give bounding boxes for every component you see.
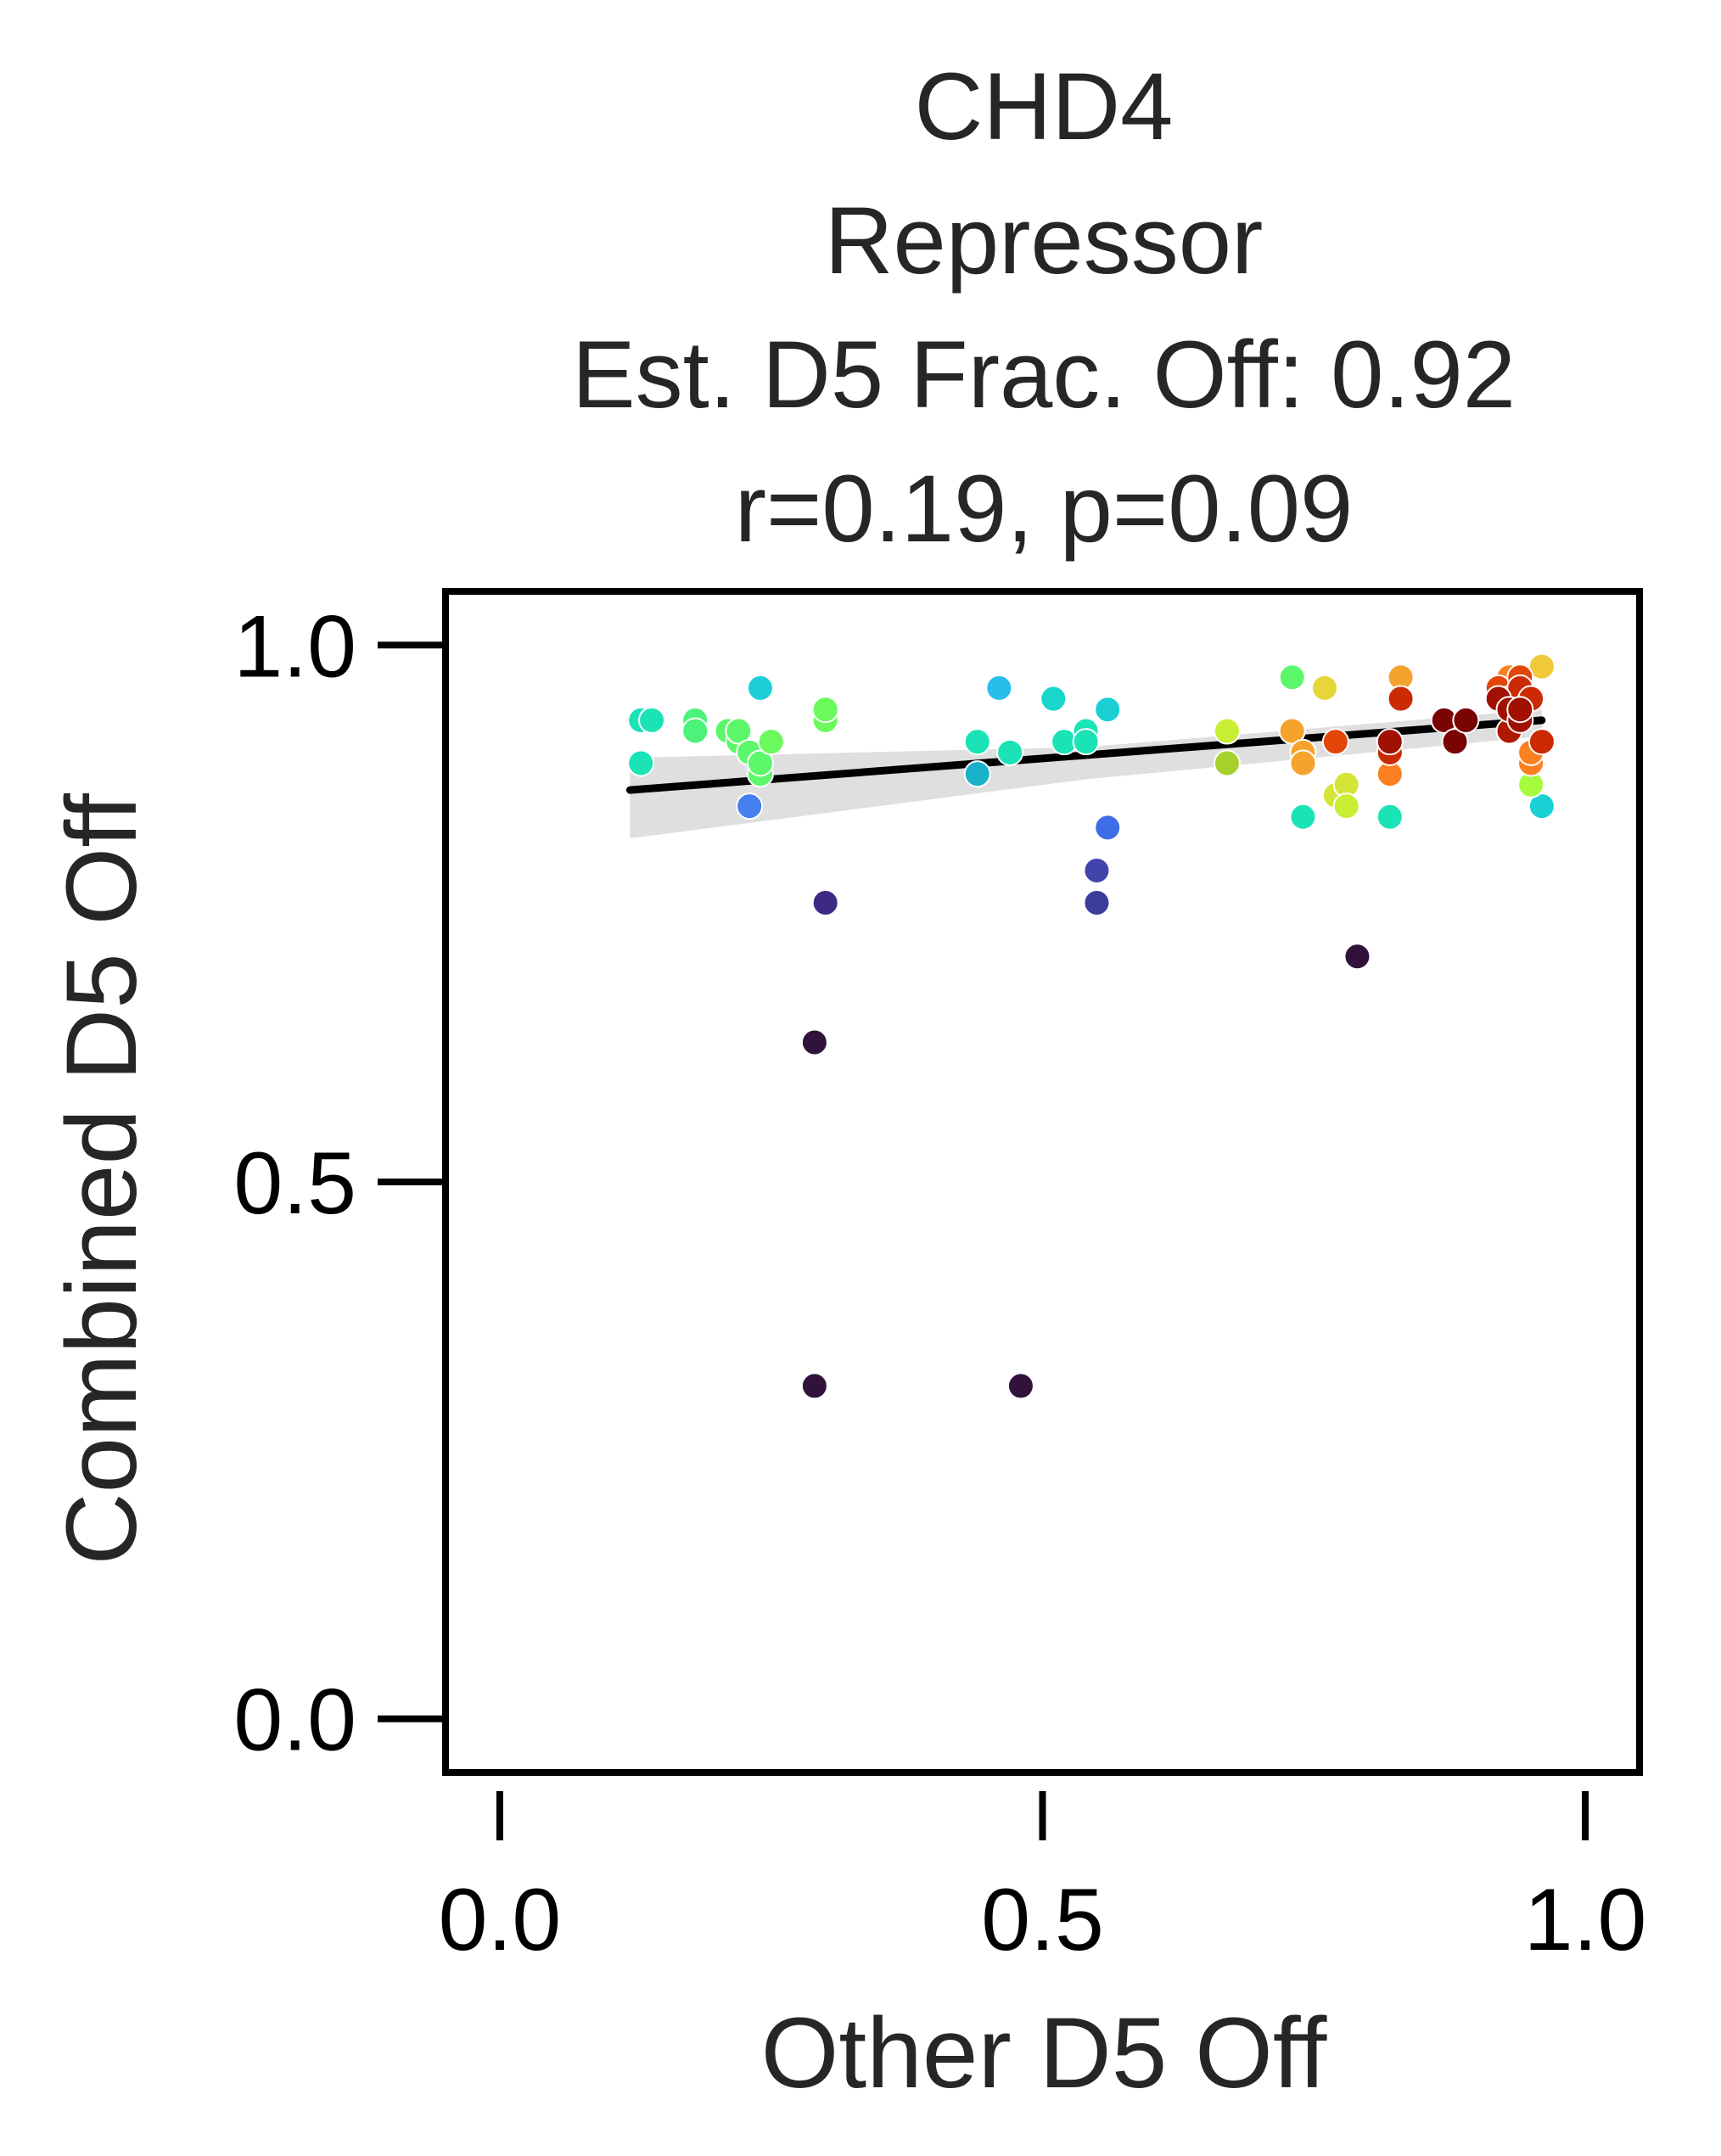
data-point [1072, 728, 1100, 756]
data-point [1452, 706, 1480, 734]
title-line-2: Repressor [825, 188, 1264, 294]
data-point [811, 888, 839, 916]
data-point [811, 696, 839, 724]
data-point [1278, 664, 1306, 692]
data-point [757, 728, 785, 756]
x-tick-label: 1.0 [1524, 1871, 1647, 1969]
plot-frame [442, 588, 1643, 1776]
data-point [800, 1372, 828, 1400]
data-point [1289, 749, 1317, 777]
data-point [1040, 685, 1068, 713]
data-point [725, 717, 753, 745]
data-point [1528, 652, 1556, 680]
y-axis-label: Combined D5 Off [46, 793, 158, 1565]
data-point [1213, 717, 1241, 745]
title-line-1: CHD4 [915, 53, 1174, 160]
data-point [1094, 696, 1122, 724]
title-line-4: r=0.19, p=0.09 [735, 456, 1354, 562]
data-point [1528, 792, 1556, 820]
data-point [985, 674, 1013, 702]
data-point [1528, 728, 1556, 756]
data-point [736, 792, 764, 820]
title-line-3: Est. D5 Frac. Off: 0.92 [572, 322, 1516, 428]
x-tick-label: 0.5 [981, 1871, 1104, 1969]
y-tick-label: 1.0 [233, 597, 356, 696]
confidence-band [630, 709, 1542, 839]
y-tick-label: 0.5 [233, 1134, 356, 1233]
y-tick-label: 0.0 [233, 1672, 356, 1770]
confidence-band-area [630, 709, 1542, 839]
chart-title: CHD4 Repressor Est. D5 Frac. Off: 0.92 r… [572, 53, 1516, 562]
data-points [627, 652, 1556, 1400]
data-point [1343, 943, 1371, 971]
x-axis-label: Other D5 Off [761, 1997, 1327, 2109]
data-point [1376, 803, 1404, 831]
data-point [800, 1028, 828, 1056]
data-point [1213, 749, 1241, 777]
data-point [1289, 803, 1317, 831]
data-point [1376, 728, 1404, 756]
x-tick-label: 0.0 [439, 1871, 562, 1969]
data-point [1387, 685, 1415, 713]
data-point [1278, 717, 1306, 745]
data-point [1506, 696, 1534, 724]
data-point [1083, 857, 1111, 885]
data-point [627, 749, 655, 777]
data-point [963, 728, 991, 756]
data-point [1094, 814, 1122, 842]
y-axis-ticks: 0.0 0.5 1.0 [233, 597, 444, 1770]
x-axis-ticks: 0.0 0.5 1.0 [439, 1791, 1647, 1969]
data-point [1311, 674, 1339, 702]
data-point [746, 749, 774, 777]
data-point [1083, 888, 1111, 916]
data-point [996, 738, 1024, 766]
data-point [681, 717, 709, 745]
data-point [963, 760, 991, 788]
data-point [746, 674, 774, 702]
data-point [1006, 1372, 1034, 1400]
data-point [1332, 792, 1360, 820]
data-point [638, 706, 666, 734]
data-point [1321, 728, 1349, 756]
data-point [1441, 728, 1469, 756]
